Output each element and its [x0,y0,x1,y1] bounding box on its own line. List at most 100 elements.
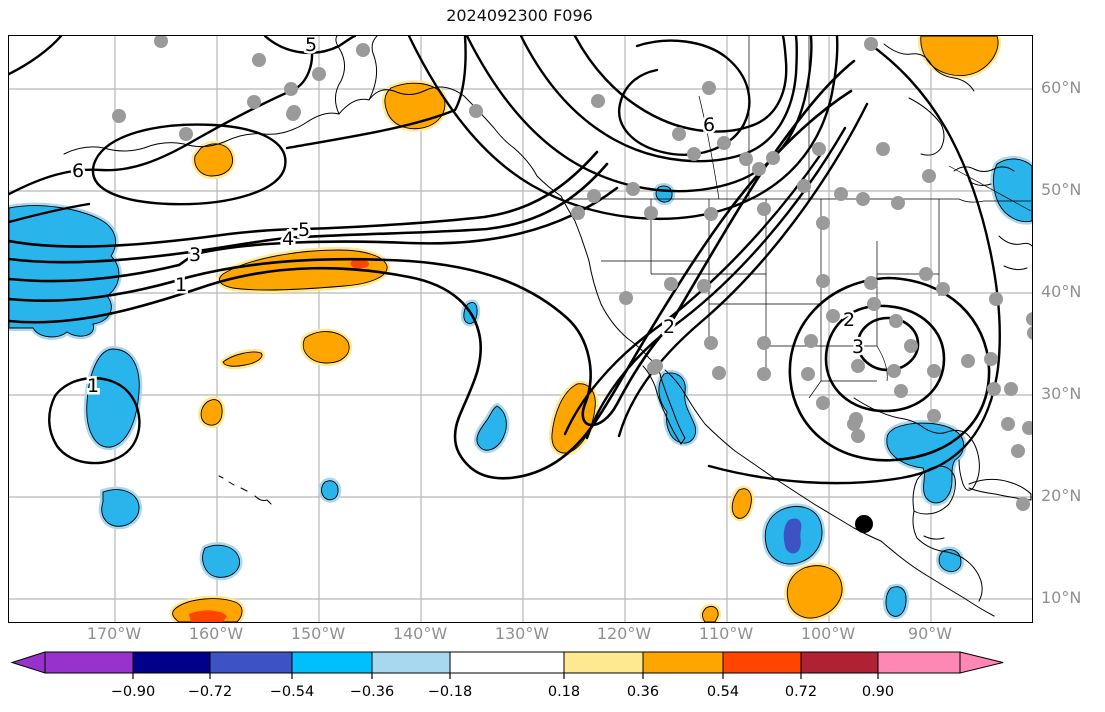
lon-tick-label: 120°W [596,624,652,643]
colorbar-tick-label: 0.18 [548,684,580,700]
contour-label: 2 [843,309,855,331]
shaded-region-negative [9,205,120,338]
lon-tick-label: 100°W [800,624,856,643]
station-dot [961,354,975,368]
station-dot [797,179,811,193]
shaded-core-strong-positive [189,610,227,622]
station-dot [626,182,640,196]
station-dot [644,206,658,220]
colorbar-tick-label: 0.54 [707,684,739,700]
station-dots [112,36,1032,511]
lon-tick-label: 140°W [392,624,448,643]
shaded-region-negative [938,549,962,573]
contour-label: 1 [87,375,99,397]
colorbar-tick-label: −0.72 [188,684,232,700]
colorbar-segment [449,651,565,674]
coastlines [63,36,1032,617]
station-dot [247,95,261,109]
shaded-region-positive [702,605,719,622]
lat-tick-label: 30°N [1041,384,1082,403]
station-dot [687,147,701,161]
colorbar-segment [291,651,373,674]
shaded-region-negative [655,185,673,203]
colorbar-segment [722,651,802,674]
station-dot [804,334,818,348]
station-dot [1027,326,1032,340]
shaded-region-negative [885,586,907,617]
shaded-region-positive [731,488,752,519]
contour-lines [9,36,1001,485]
station-dot [154,36,168,48]
station-dot [864,37,878,51]
shaded-region-negative [101,489,140,527]
shaded-region-negative [86,348,140,448]
station-dot [587,189,601,203]
station-dot [922,169,936,183]
shaded-region-negative [886,422,964,504]
shaded-region-negative [321,480,339,501]
station-dot [989,292,1003,306]
shaded-region-positive [194,143,233,177]
station-dot [919,267,933,281]
station-dot [704,207,718,221]
station-dot [312,67,326,81]
station-dot [851,359,865,373]
station-dot [179,127,193,141]
station-dot [867,297,881,311]
station-dot [1016,497,1030,511]
contour-label: 6 [703,114,715,136]
lat-tick-label: 40°N [1041,282,1082,301]
station-dot [757,367,771,381]
shaded-core-strong-negative [783,518,802,554]
colorbar-tick-label: 0.90 [862,684,894,700]
colorbar-right-arrow [959,651,1004,674]
station-dot [1001,417,1015,431]
lat-tick-label: 60°N [1041,78,1082,97]
station-dot [287,105,301,119]
shaded-region-positive [920,36,999,76]
station-dot [891,196,905,210]
shaded-region-positive [786,565,843,619]
station-dot [697,279,711,293]
colorbar-tick-label: −0.54 [270,684,314,700]
contour-label: 2 [663,316,675,338]
lon-tick-label: 90°W [907,624,953,643]
colorbar-tick-label: −0.36 [350,684,394,700]
station-dot [889,314,903,328]
station-dot [591,94,605,108]
lat-tick-label: 10°N [1041,588,1082,607]
station-dot [987,382,1001,396]
station-dot [887,364,901,378]
station-dot [739,152,753,166]
shaded-region-negative [992,158,1032,223]
station-dot [356,43,370,57]
station-dot [702,81,716,95]
station-dot [1026,312,1032,326]
gridlines [9,36,1032,622]
station-dot [936,282,950,296]
point-marker-dot [855,515,873,533]
colorbar-tick-label: 0.36 [627,684,659,700]
colorbar-segment [642,651,724,674]
colorbar: −0.90 −0.72 −0.54 −0.36 −0.18 0.18 0.36 0.54 0.7… [10,651,1004,700]
contour-label: 3 [189,244,201,266]
station-dot [834,187,848,201]
station-dot [856,192,870,206]
station-dot [649,359,663,373]
station-dot [847,417,861,431]
station-dot [757,202,771,216]
lon-tick-label: 150°W [290,624,346,643]
station-dot [1011,444,1025,458]
shaded-region-negative [658,372,697,444]
station-dot [704,336,718,350]
shaded-regions [9,36,1032,622]
station-dot [864,276,878,290]
station-dot [112,109,126,123]
station-dot [812,142,826,156]
station-dot [816,274,830,288]
station-dot [826,309,840,323]
station-dot [284,82,298,96]
